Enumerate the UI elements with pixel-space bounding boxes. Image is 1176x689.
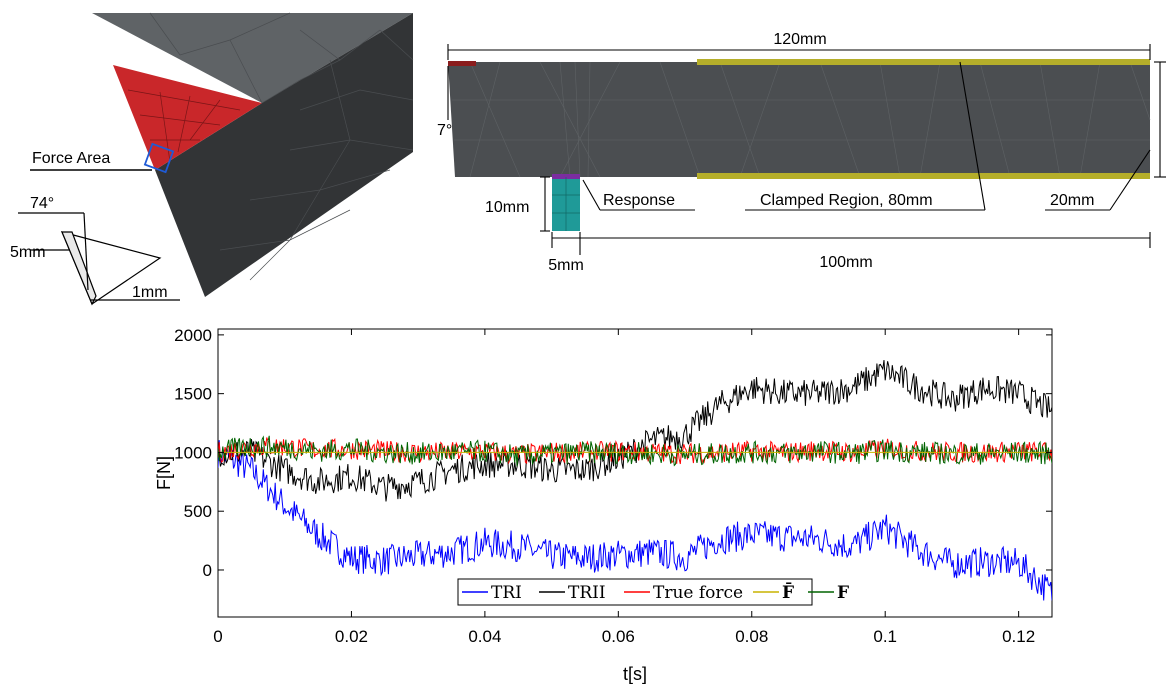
left-mesh-panel: Force Area 74° 5mm 1mm [10,12,414,306]
x-tick-label: 0.02 [335,627,368,646]
inset-thickness-label: 5mm [10,244,46,261]
inset-angle-label: 74° [30,195,54,212]
y-tick-label: 0 [203,561,212,580]
sensor-grid [552,177,580,231]
legend-label: TRI [491,583,522,603]
clamped-region-label: Clamped Region, 80mm [760,192,933,209]
x-tick-label: 0.08 [735,627,768,646]
clamp-top [697,59,1150,65]
legend: TRI TRII True force F̄ F [457,578,849,606]
y-axis-label: F[N] [154,456,174,490]
beam-height-label: 20mm [1050,192,1094,209]
legend-label: TRII [568,583,606,603]
beam-angle-label: 7° [437,122,452,139]
series-layer [218,360,1052,601]
inset-triangle-sketch [18,212,180,306]
dimension-lines [447,44,1166,255]
x-tick-label: 0.12 [1002,627,1035,646]
legend-label: F̄ [782,582,794,603]
tick-layer: 0 0.02 0.04 0.06 0.08 0.1 0.12 0 500 1000 1500 2000 [174,326,1052,646]
force-area-marker [143,142,175,174]
force-area-label: Force Area [32,150,110,167]
legend-label: True force [653,583,743,603]
series-line-f [218,435,1052,467]
y-tick-label: 1500 [174,385,212,404]
mesh-lines [149,12,414,281]
legend-label: F [837,583,849,603]
sensor-height-label: 10mm [485,199,529,216]
response-label: Response [603,192,675,209]
series-line-tri [218,440,1052,601]
beam-body [448,62,1150,177]
sensor-width-label: 5mm [548,257,584,274]
load-marker [448,61,476,66]
x-axis-label: t[s] [623,664,647,684]
y-tick-label: 1000 [174,443,212,462]
y-tick-label: 500 [184,502,212,521]
mesh-top-face [92,13,413,103]
force-area-grid [127,89,241,163]
span-label: 100mm [819,254,872,271]
force-area-mesh [113,65,262,170]
inset-edge-label: 1mm [132,284,168,301]
y-tick-label: 2000 [174,326,212,345]
mesh-side-face [155,13,413,297]
force-chart: 0 0.02 0.04 0.06 0.08 0.1 0.12 0 500 1000 1500 2000… [154,326,1053,684]
clamp-bottom [697,173,1150,179]
x-tick-label: 0.06 [602,627,635,646]
beam-mesh-lines [452,61,1151,178]
x-tick-label: 0.1 [873,627,897,646]
x-tick-label: 0.04 [468,627,501,646]
x-tick-label: 0 [213,627,222,646]
response-point [552,174,580,179]
beam-length-label: 120mm [773,31,826,48]
series-line-true-force [218,437,1052,465]
right-mesh-panel: 120mm 7° 10mm Response Clamped Region, 8… [437,31,1166,274]
